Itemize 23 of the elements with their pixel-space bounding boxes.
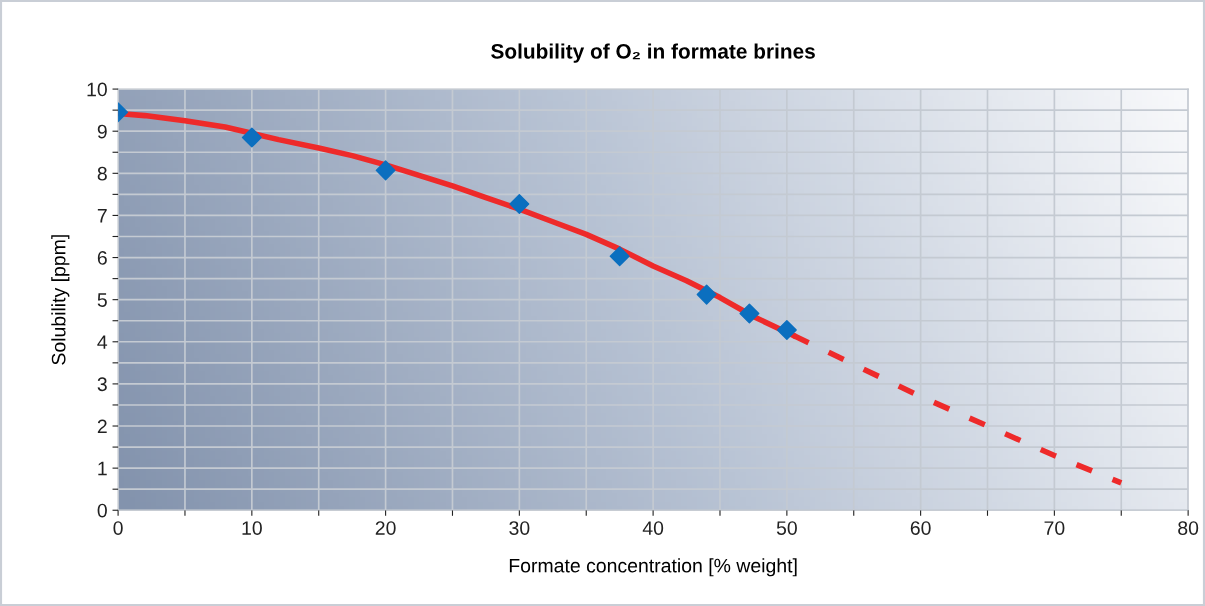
x-tick-label: 40 xyxy=(642,521,664,535)
x-tick-label: 0 xyxy=(113,521,123,535)
y-tick-label: 0 xyxy=(97,503,107,518)
x-tick-label: 50 xyxy=(776,521,797,535)
x-axis-title: Formate concentration [% weight] xyxy=(509,558,797,577)
y-tick-label: 5 xyxy=(97,293,107,307)
x-tick-label: 70 xyxy=(1044,521,1065,535)
y-tick-label: 7 xyxy=(97,209,107,223)
y-tick-label: 8 xyxy=(97,166,107,181)
y-axis-title: Solubility [ppm] xyxy=(51,235,70,365)
y-tick-label: 2 xyxy=(97,419,107,434)
x-tick-label: 60 xyxy=(910,521,931,535)
y-tick-label: 6 xyxy=(97,251,107,265)
y-tick-label: 9 xyxy=(97,124,107,139)
x-tick-label: 20 xyxy=(375,521,396,535)
x-tick-label: 10 xyxy=(242,521,262,535)
chart-title: Solubility of O₂ in formate brines xyxy=(491,43,815,63)
y-tick-label: 4 xyxy=(97,335,108,349)
x-tick-label: 30 xyxy=(509,521,530,535)
y-tick-label: 10 xyxy=(87,82,107,97)
y-tick-label: 1 xyxy=(98,461,107,476)
x-tick-label: 80 xyxy=(1178,521,1199,535)
y-tick-label: 3 xyxy=(97,377,107,392)
